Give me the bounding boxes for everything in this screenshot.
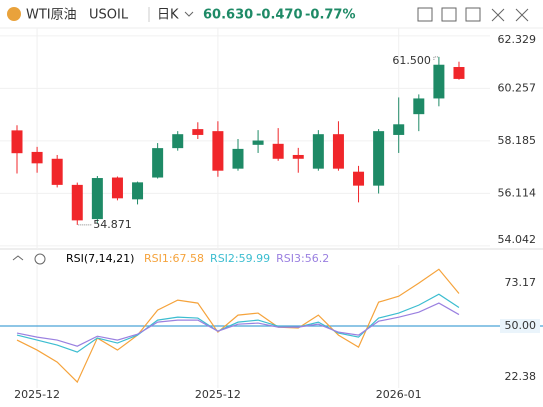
period[interactable]: 日K [157, 8, 179, 23]
candle-body [31, 151, 43, 164]
candle-body [152, 148, 164, 178]
candle-body [453, 67, 465, 79]
candle-body [172, 134, 184, 149]
x-tick-label: 2026-01 [376, 388, 422, 401]
candle-body [433, 64, 445, 99]
candle-body [71, 184, 83, 221]
reference-badge [500, 319, 540, 334]
price: 60.630 [203, 8, 253, 23]
y-tick-label: 56.114 [498, 186, 537, 199]
rsi-line [16, 268, 460, 384]
candle-body [51, 158, 63, 185]
x-tick-label: 2025-12 [14, 388, 60, 401]
y-tick-label: 60.257 [498, 81, 537, 94]
reference-label: 50.00 [505, 319, 537, 332]
rsi-legend: RSI(7,14,21) RSI167.58 RSI259.99 RSI356.2 [66, 252, 335, 265]
change-pct: -0.77% [305, 8, 356, 23]
dropdown-icon[interactable] [184, 11, 194, 17]
y-tick-label: 58.185 [498, 134, 537, 147]
candle-body [332, 134, 344, 169]
x-tick-label: 2025-12 [195, 388, 241, 401]
legend-value: 59.99 [238, 252, 271, 265]
max-marker [433, 56, 438, 61]
candle-body [132, 182, 144, 200]
candle-body [11, 130, 23, 154]
symbol-icon [7, 7, 21, 21]
candle-body [91, 178, 103, 220]
candle-body [232, 148, 244, 169]
rsi-line [16, 302, 460, 347]
y-tick-label: 62.329 [498, 33, 537, 46]
legend-value: 56.2 [304, 252, 330, 265]
change: -0.470 [256, 8, 303, 23]
y-tick-label: 22.38 [505, 370, 537, 383]
settings-icon[interactable] [34, 253, 46, 265]
rsi-title: RSI(7,14,21) [66, 252, 135, 265]
candle-body [292, 154, 304, 159]
max-label: 61.500 [392, 54, 431, 67]
tool-button[interactable] [417, 7, 433, 22]
y-tick-label: 54.042 [498, 233, 537, 246]
tool-button[interactable] [491, 8, 505, 22]
candle-body [312, 134, 324, 169]
candle-body [111, 177, 123, 199]
candle-body [373, 131, 385, 186]
legend-name: RSI3 [276, 252, 305, 265]
symbol-code: USOIL [89, 8, 129, 23]
candle-body [353, 171, 365, 186]
candle-body [393, 124, 405, 135]
legend-name: RSI1 [144, 252, 173, 265]
candle-body [212, 131, 224, 171]
tool-button[interactable] [465, 7, 481, 22]
collapse-icon[interactable] [12, 255, 24, 261]
candle-body [252, 140, 264, 145]
min-label: 54.871 [93, 218, 131, 231]
y-tick-label: 73.17 [505, 276, 537, 289]
tool-button[interactable] [441, 7, 457, 22]
candle-body [272, 143, 284, 159]
toolbar [417, 7, 529, 22]
rsi-line [16, 293, 460, 353]
legend-name: RSI2 [210, 252, 239, 265]
symbol-name: WTI原油 [26, 8, 77, 23]
legend-value: 67.58 [172, 252, 205, 265]
candle-body [413, 98, 425, 115]
close-button[interactable] [515, 8, 529, 22]
candle-body [192, 129, 204, 135]
